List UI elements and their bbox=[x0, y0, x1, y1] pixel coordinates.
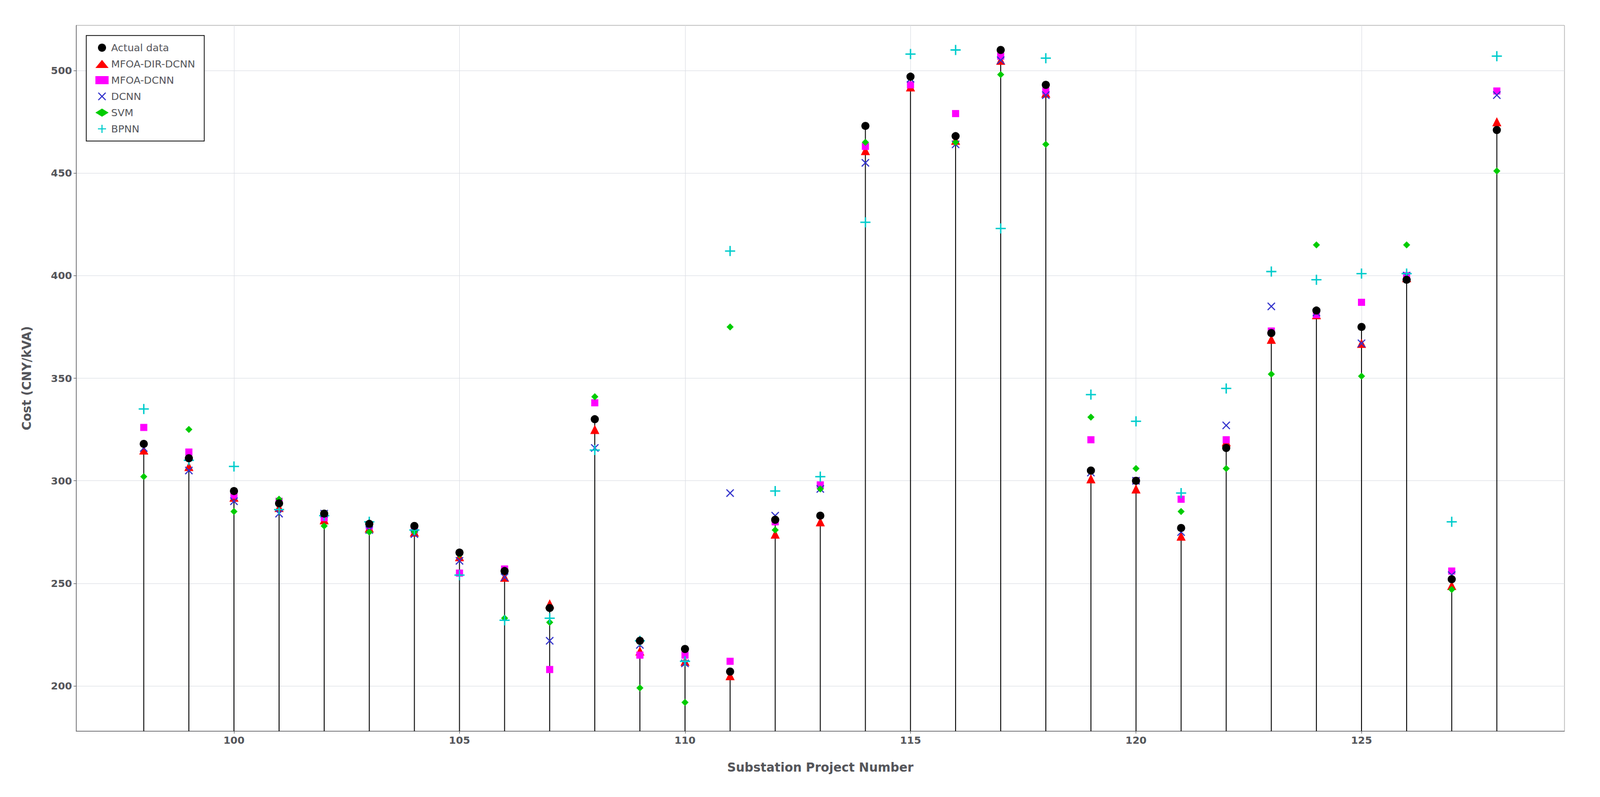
svg-text:Cost (CNY/kVA): Cost (CNY/kVA) bbox=[19, 326, 34, 431]
svg-text:SVM: SVM bbox=[111, 106, 134, 119]
svg-text:115: 115 bbox=[899, 734, 922, 747]
svg-text:300: 300 bbox=[50, 474, 73, 488]
svg-text:500: 500 bbox=[50, 64, 73, 77]
svg-text:Actual data: Actual data bbox=[111, 41, 169, 54]
svg-text:120: 120 bbox=[1125, 734, 1147, 747]
svg-text:BPNN: BPNN bbox=[111, 122, 140, 135]
svg-text:MFOA-DCNN: MFOA-DCNN bbox=[111, 74, 175, 87]
svg-text:350: 350 bbox=[50, 372, 73, 385]
svg-text:110: 110 bbox=[674, 734, 696, 747]
svg-text:MFOA-DIR-DCNN: MFOA-DIR-DCNN bbox=[111, 57, 196, 71]
svg-text:DCNN: DCNN bbox=[111, 90, 142, 103]
svg-text:450: 450 bbox=[50, 166, 73, 180]
svg-text:200: 200 bbox=[50, 679, 73, 693]
svg-text:250: 250 bbox=[50, 577, 73, 590]
svg-text:125: 125 bbox=[1350, 734, 1373, 747]
svg-text:Substation Project Number: Substation Project Number bbox=[727, 760, 914, 775]
svg-text:100: 100 bbox=[223, 734, 245, 747]
svg-text:400: 400 bbox=[50, 269, 73, 282]
svg-text:105: 105 bbox=[449, 734, 471, 747]
